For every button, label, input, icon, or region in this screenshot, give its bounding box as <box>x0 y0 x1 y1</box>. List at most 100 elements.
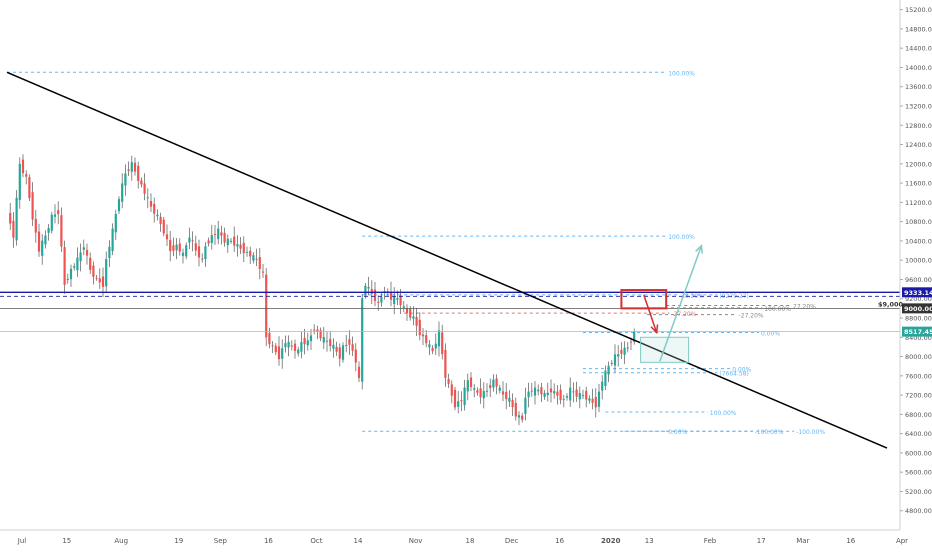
fibonacci-levels: 100.00% 100.00% 0.00% 0.00% 100.00% 0.00% -100… <box>7 70 825 436</box>
candle <box>511 393 514 417</box>
candle <box>140 177 143 188</box>
candle <box>604 365 607 391</box>
candle <box>319 327 322 342</box>
candle <box>354 343 357 372</box>
candle <box>562 394 565 408</box>
candle <box>274 342 277 356</box>
candle <box>146 188 149 209</box>
candle <box>162 216 165 237</box>
candle <box>508 390 511 408</box>
candle <box>620 342 623 360</box>
candle <box>399 289 402 315</box>
candle <box>473 384 476 398</box>
price-tick-label: 5200.00 <box>905 488 932 496</box>
candle <box>15 190 18 246</box>
candle <box>172 237 175 257</box>
candle <box>597 383 601 413</box>
price-tick-label: 11600.00 <box>905 180 932 188</box>
fib-label: 100.00% <box>668 70 695 77</box>
price-tick-label: 8400.00 <box>905 334 932 342</box>
candle <box>178 238 181 256</box>
candle <box>114 209 117 241</box>
candle <box>98 268 101 289</box>
candle <box>533 381 537 405</box>
candle <box>543 390 546 400</box>
candle <box>569 377 572 407</box>
candle <box>297 346 300 357</box>
candle <box>549 379 553 403</box>
candle <box>31 182 34 226</box>
candle <box>277 336 281 366</box>
fib-label: -27.20% <box>671 311 696 318</box>
candle <box>546 382 549 402</box>
candle <box>57 201 60 225</box>
candle <box>268 327 271 349</box>
candle <box>489 378 492 398</box>
candle <box>476 387 479 396</box>
green-arrow <box>659 244 703 362</box>
candle <box>463 379 466 411</box>
candle <box>585 386 588 408</box>
fib-label: 100.00% <box>764 306 791 313</box>
candle <box>338 343 341 367</box>
candle <box>588 395 591 404</box>
time-tick-label: Nov <box>409 537 423 545</box>
candle <box>437 321 441 357</box>
price-tick-label: 9600.00 <box>905 276 932 284</box>
candle <box>191 231 194 252</box>
candle <box>553 383 556 399</box>
time-tick-label: Mar <box>796 537 809 545</box>
candle <box>591 388 594 410</box>
candle <box>325 331 329 352</box>
candle <box>41 234 44 265</box>
fib-label: -100.00% <box>796 429 825 436</box>
candle <box>153 197 156 223</box>
candle <box>255 248 258 267</box>
candle <box>306 332 309 351</box>
candle <box>594 388 597 418</box>
fib-label: (7664.58) <box>719 371 749 378</box>
candle <box>453 386 457 411</box>
price-badge <box>902 287 932 298</box>
candle <box>69 264 73 287</box>
candle <box>415 308 418 336</box>
candle <box>607 361 610 383</box>
candle <box>313 324 316 335</box>
candle <box>89 252 92 274</box>
candle <box>47 223 50 241</box>
candle <box>37 223 41 257</box>
candle <box>482 382 485 409</box>
candle <box>380 291 383 307</box>
candle <box>197 239 201 267</box>
candle <box>357 361 361 383</box>
fib-label: 100.00% <box>710 410 737 417</box>
fib-label: 27.20% <box>793 303 816 310</box>
price-tick-label: 8000.00 <box>905 353 932 361</box>
candle <box>434 333 437 356</box>
candle <box>21 154 25 178</box>
candle <box>12 211 15 248</box>
price-tick-label: 13600.00 <box>905 83 932 91</box>
time-tick-label: 13 <box>645 537 654 545</box>
candle <box>108 240 111 267</box>
candle <box>335 341 338 356</box>
candle <box>373 281 377 307</box>
candle <box>351 336 354 356</box>
red-arrow <box>643 294 659 335</box>
candle <box>530 382 533 397</box>
candle <box>405 304 409 321</box>
candle <box>524 387 527 421</box>
candle <box>34 210 37 243</box>
price-tick-label: 5600.00 <box>905 469 932 477</box>
candle <box>578 386 581 409</box>
price-tick-label: 8800.00 <box>905 315 932 323</box>
candle <box>271 341 274 354</box>
candle <box>50 211 53 234</box>
price-tick-label: 6800.00 <box>905 411 932 419</box>
candle <box>303 328 306 355</box>
fib-label: 100.00% <box>668 234 695 241</box>
candle <box>229 238 233 244</box>
time-tick-label: 16 <box>846 537 855 545</box>
